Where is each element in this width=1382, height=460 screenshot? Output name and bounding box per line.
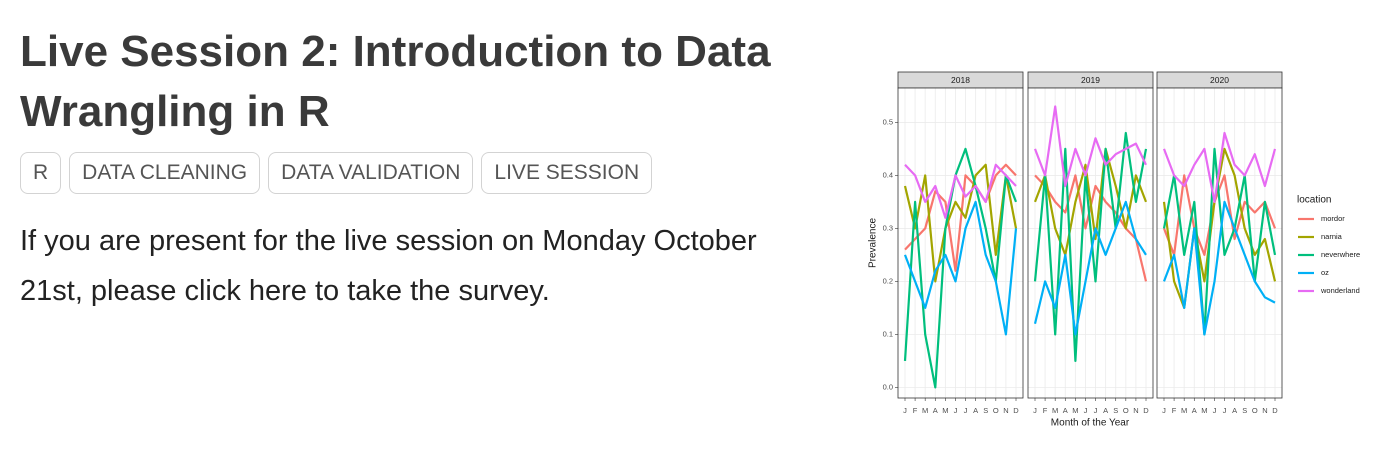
x-tick-label: F [1043,406,1048,415]
series-line [1162,174,1277,256]
series-line [1162,131,1277,203]
x-tick-label: A [1063,406,1068,415]
panel-border [1027,87,1154,399]
x-tick-label: J [1162,406,1166,415]
y-tick-label: 0.1 [883,329,893,338]
x-tick-label: A [1103,406,1108,415]
y-axis-label: Prevalence [868,218,879,268]
x-tick-label: J [1223,406,1227,415]
post-summary: If you are present for the live session … [20,225,757,307]
panel-bg [898,88,1023,398]
x-tick-label: A [1192,406,1197,415]
series-line [1162,200,1276,336]
x-tick-label: M [922,406,928,415]
post-title: Live Session 2: Introduction to Data Wra… [20,27,771,136]
x-tick-label: A [1232,406,1237,415]
series-line [1033,147,1148,256]
y-tick-label: 0.3 [883,223,893,232]
x-tick-label: O [1252,406,1258,415]
x-tick-label: J [1213,406,1217,415]
x-tick-label: O [993,406,999,415]
legend-title: location [1297,195,1331,206]
x-tick-label: M [1052,406,1058,415]
legend-label: neverwhere [1321,250,1360,259]
tag-list: R DATA CLEANING DATA VALIDATION LIVE SES… [20,152,653,194]
series-line [903,200,1018,336]
facet-title: 2018 [951,75,970,85]
x-tick-label: N [1133,406,1138,415]
x-tick-label: M [1072,406,1078,415]
x-tick-label: F [1172,406,1177,415]
series-line [903,147,1018,389]
x-tick-label: J [954,406,958,415]
legend-label: wonderland [1320,286,1360,295]
tag[interactable]: DATA VALIDATION [268,152,474,194]
y-tick-label: 0.2 [883,276,893,285]
x-tick-label: S [1242,406,1247,415]
legend-label: narnia [1321,232,1343,241]
series-line [1033,105,1147,188]
x-tick-label: J [1084,406,1088,415]
series-line [1162,147,1277,336]
x-tick-label: F [913,406,918,415]
x-tick-label: N [1003,406,1008,415]
x-tick-label: J [964,406,968,415]
x-tick-label: N [1262,406,1267,415]
series-line [904,163,1017,272]
x-tick-label: J [903,406,907,415]
x-tick-label: D [1143,406,1149,415]
panel-border [897,87,1024,399]
x-tick-label: A [933,406,938,415]
series-line [904,163,1017,219]
tag[interactable]: LIVE SESSION [481,152,653,194]
legend-label: mordor [1321,214,1345,223]
x-tick-label: S [1113,406,1118,415]
x-tick-label: D [1013,406,1019,415]
tag[interactable]: DATA CLEANING [69,152,261,194]
y-tick-label: 0.0 [883,382,893,391]
y-tick-label: 0.4 [883,170,893,179]
series-line [1033,131,1148,362]
x-tick-label: O [1123,406,1129,415]
panel-border [1156,87,1283,399]
x-tick-label: S [983,406,988,415]
series-line [903,163,1018,283]
x-tick-label: M [1201,406,1207,415]
x-tick-label: A [973,406,978,415]
x-tick-label: D [1272,406,1278,415]
facet-title: 2019 [1081,75,1100,85]
legend-label: oz [1321,268,1329,277]
x-tick-label: M [942,406,948,415]
series-line [1033,200,1147,336]
x-tick-label: J [1094,406,1098,415]
tag[interactable]: R [20,152,62,194]
x-tick-label: M [1181,406,1187,415]
y-tick-label: 0.5 [883,117,893,126]
panel-bg [1028,88,1153,398]
facet-title: 2020 [1210,75,1229,85]
x-axis-label: Month of the Year [1051,418,1130,429]
x-tick-label: J [1033,406,1037,415]
